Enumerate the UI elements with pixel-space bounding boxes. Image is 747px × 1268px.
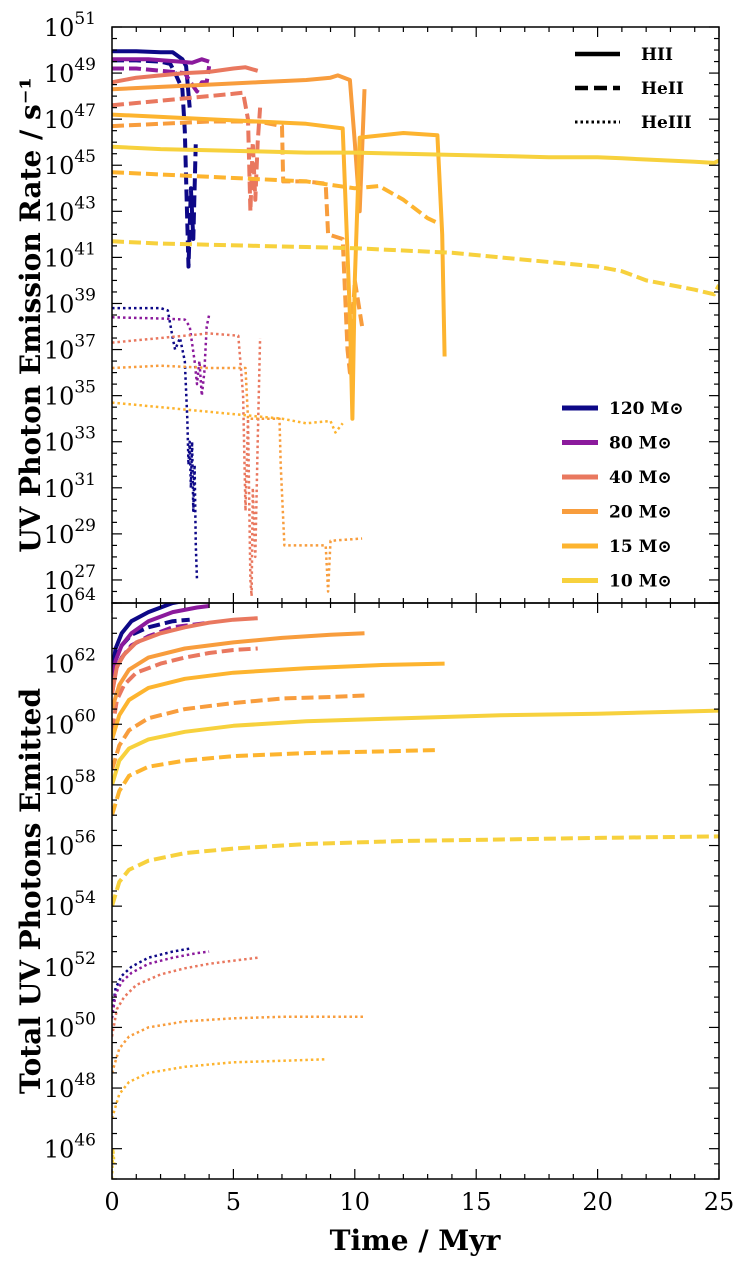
rate-y-tick-label: 1031 <box>44 470 96 503</box>
rate-panel: 1027102910311033103510371039104110431045… <box>14 9 720 604</box>
total-series-15-hii <box>112 661 445 740</box>
rate-series-20-heiii <box>112 364 363 593</box>
x-tick-label: 25 <box>704 1188 735 1216</box>
linestyle-legend: HII HeII HeIII <box>575 45 692 133</box>
total-series-15-heiii <box>112 1058 326 1119</box>
total-series-group <box>112 603 719 1179</box>
total-y-tick-label: 1062 <box>44 646 96 679</box>
rate-y-tick-label: 1033 <box>44 424 96 457</box>
legend-mass-label-120: 120 M⊙ <box>609 399 683 419</box>
legend-mass-label-20: 20 M⊙ <box>609 503 672 523</box>
total-y-tick-label: 1060 <box>44 706 96 739</box>
legend-mass-label-10: 10 M⊙ <box>609 572 672 592</box>
rate-series-15-heiii <box>112 401 344 434</box>
total-series-10-heiii <box>112 1147 116 1179</box>
rate-y-tick-label: 1039 <box>44 285 96 318</box>
total-y-tick-label: 1054 <box>44 888 96 921</box>
total-series-80-heiii <box>112 950 210 1019</box>
rate-y-tick-label: 1029 <box>44 516 96 549</box>
x-axis-ticks: 0 5 10 15 20 25 <box>104 27 734 1216</box>
x-tick-label: 0 <box>104 1188 119 1216</box>
rate-series-40-heii <box>112 90 263 214</box>
total-y-ticks: 1046 1048 1050 1052 1054 1056 1058 1060 1062 1064 <box>44 585 719 1180</box>
rate-series-10-hii <box>112 144 719 165</box>
rate-y-axis-title: UV Photon Emission Rate / s⁻¹ <box>14 77 47 553</box>
rate-y-tick-label: 1047 <box>44 101 96 134</box>
total-y-tick-label: 1052 <box>44 949 96 982</box>
total-panel: 1046 1048 1050 1052 1054 1056 1058 1060 1062 1064… <box>14 585 720 1180</box>
rate-y-tick-label: 1043 <box>44 193 96 226</box>
total-series-10-heii <box>112 834 719 907</box>
legend-label-hii: HII <box>641 45 673 65</box>
rate-series-40-heiii <box>112 332 262 598</box>
total-y-tick-label: 1046 <box>44 1131 96 1164</box>
rate-series-80-heiii <box>112 314 211 397</box>
total-series-40-heii <box>112 646 258 731</box>
total-series-40-heiii <box>112 956 258 1037</box>
total-series-120-heiii <box>112 947 190 1013</box>
rate-series-10-heii <box>112 239 719 297</box>
total-series-15-heii <box>112 748 438 816</box>
rate-y-tick-label: 1051 <box>44 9 96 42</box>
rate-series-80-hii <box>112 57 210 65</box>
total-series-40-hii <box>112 616 258 695</box>
total-y-tick-label: 1064 <box>44 585 96 618</box>
rate-y-tick-label: 1037 <box>44 332 96 365</box>
rate-series-15-hii <box>112 112 447 421</box>
legend-mass-label-40: 40 M⊙ <box>609 468 672 488</box>
legend-mass-label-15: 15 M⊙ <box>609 537 672 557</box>
rate-series-120-heii <box>112 58 198 269</box>
rate-series-20-hii <box>112 73 367 214</box>
legend-label-heiii: HeIII <box>641 113 692 133</box>
mass-legend: 120 M⊙ 80 M⊙ 40 M⊙ 20 M⊙ 15 M⊙ 10 M⊙ <box>562 399 683 592</box>
rate-y-tick-label: 1035 <box>44 378 96 411</box>
total-series-20-heii <box>112 693 365 771</box>
total-series-20-heiii <box>112 1015 365 1074</box>
x-tick-label: 20 <box>582 1188 613 1216</box>
rate-series-15-heii <box>112 170 439 225</box>
rate-series-120-hii <box>112 49 192 108</box>
rate-y-tick-label: 1045 <box>44 147 96 180</box>
total-y-axis-title: Total UV Photons Emitted <box>14 688 47 1094</box>
x-axis-title: Time / Myr <box>330 1224 502 1257</box>
total-series-80-hii <box>112 604 210 686</box>
rate-y-tick-label: 1049 <box>44 55 96 88</box>
total-series-20-hii <box>112 631 365 710</box>
rate-series-120-heiii <box>112 306 199 581</box>
x-tick-label: 5 <box>226 1188 241 1216</box>
rate-series-group <box>112 49 719 603</box>
total-series-10-hii <box>112 708 719 786</box>
legend-label-heii: HeII <box>641 79 684 99</box>
legend-mass-label-80: 80 M⊙ <box>609 434 672 454</box>
total-y-tick-label: 1050 <box>44 1009 96 1042</box>
total-y-tick-label: 1058 <box>44 767 96 800</box>
total-plot-frame <box>111 602 720 1180</box>
rate-y-tick-label: 1041 <box>44 239 96 272</box>
x-tick-label: 10 <box>340 1188 371 1216</box>
total-y-tick-label: 1048 <box>44 1070 96 1103</box>
x-tick-label: 15 <box>461 1188 492 1216</box>
rate-series-40-hii <box>112 65 259 85</box>
total-y-tick-label: 1056 <box>44 828 96 861</box>
